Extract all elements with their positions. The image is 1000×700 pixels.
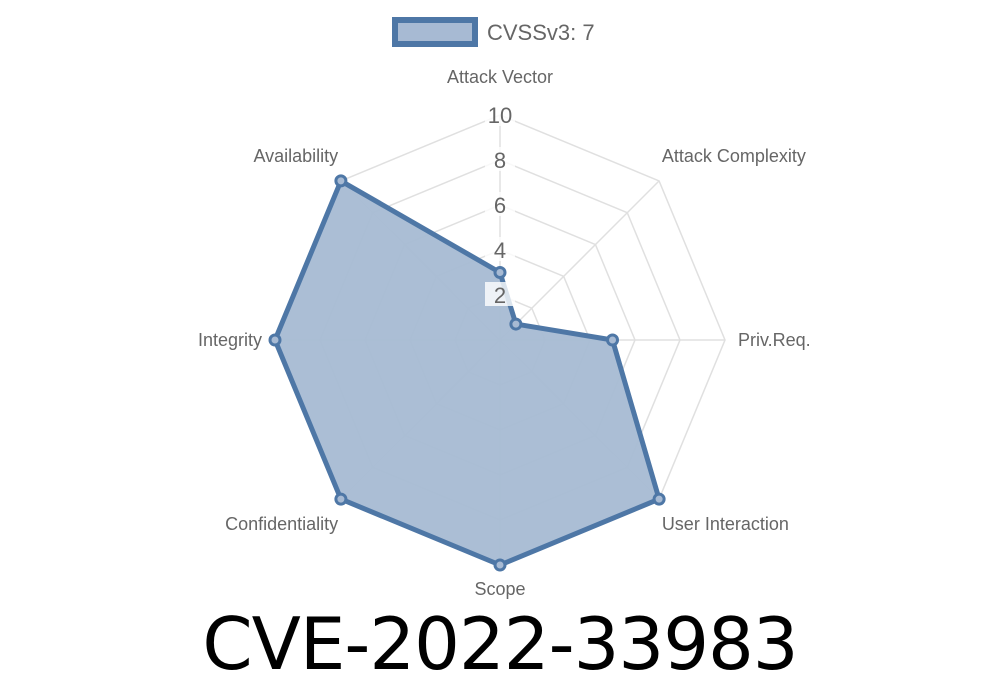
series bbox=[268, 174, 666, 572]
axis-label: Scope bbox=[474, 579, 525, 599]
data-point[interactable] bbox=[493, 266, 507, 279]
tick-labels: 2 4 6 8 10 bbox=[485, 102, 515, 308]
grid-spoke bbox=[499, 180, 660, 341]
data-point[interactable] bbox=[652, 492, 666, 506]
tick-backdrop bbox=[485, 237, 515, 261]
tick-label: 4 bbox=[494, 238, 506, 263]
legend-label: CVSSv3: 7 bbox=[487, 20, 595, 45]
axis-label: Confidentiality bbox=[225, 514, 338, 534]
tick-backdrop bbox=[485, 282, 515, 306]
data-point[interactable] bbox=[606, 333, 619, 347]
data-point[interactable] bbox=[334, 174, 348, 188]
data-point[interactable] bbox=[509, 317, 523, 331]
tick-backdrop bbox=[485, 147, 515, 171]
data-point[interactable] bbox=[268, 333, 282, 347]
tick-label: 10 bbox=[488, 103, 512, 128]
tick-backdrop bbox=[485, 102, 515, 126]
chart-title: CVE-2022-33983 bbox=[202, 602, 798, 686]
legend-swatch bbox=[392, 17, 478, 47]
tick-label: 6 bbox=[494, 193, 506, 218]
axis-label: User Interaction bbox=[662, 514, 789, 534]
axis-labels: Attack Vector Attack Complexity Priv.Req. U… bbox=[198, 67, 811, 599]
tick-label: 2 bbox=[494, 283, 506, 308]
tick-label: 8 bbox=[494, 148, 506, 173]
axis-label: Attack Complexity bbox=[662, 146, 806, 166]
legend[interactable]: CVSSv3: 7 bbox=[392, 17, 595, 47]
axis-label: Attack Vector bbox=[447, 67, 553, 87]
axis-label: Availability bbox=[253, 146, 338, 166]
axis-label: Integrity bbox=[198, 330, 262, 350]
axis-label: Priv.Req. bbox=[738, 330, 811, 350]
tick-backdrop bbox=[485, 192, 515, 216]
data-point[interactable] bbox=[334, 492, 348, 506]
data-point[interactable] bbox=[493, 558, 507, 572]
